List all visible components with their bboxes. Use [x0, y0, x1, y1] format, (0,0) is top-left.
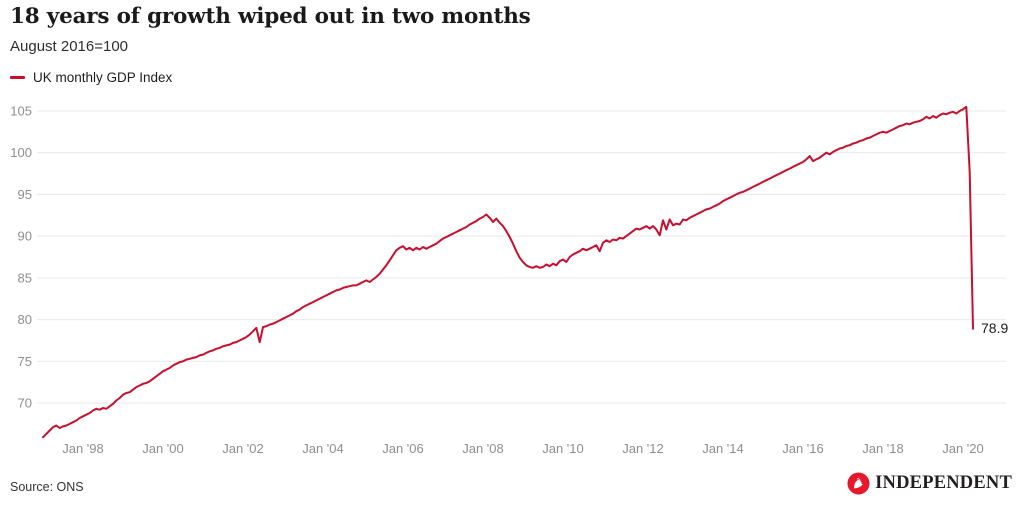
- source-note: Source: ONS: [10, 480, 84, 494]
- legend-line-swatch: [10, 76, 25, 79]
- xtick-04: Jan '04: [302, 441, 344, 456]
- xtick-18: Jan '18: [862, 441, 904, 456]
- ytick-85: 85: [18, 270, 32, 285]
- ytick-70: 70: [18, 396, 32, 411]
- xtick-00: Jan '00: [142, 441, 184, 456]
- xtick-98: Jan '98: [62, 441, 104, 456]
- legend-series-label: UK monthly GDP Index: [33, 70, 173, 85]
- ytick-75: 75: [18, 354, 32, 369]
- ytick-90: 90: [18, 229, 32, 244]
- gdp-series-line: [42, 105, 974, 439]
- xtick-10: Jan '10: [542, 441, 584, 456]
- legend: UK monthly GDP Index: [10, 70, 172, 85]
- independent-wordmark: INDEPENDENT: [875, 473, 1012, 493]
- independent-eagle-icon: [847, 472, 870, 495]
- xtick-14: Jan '14: [702, 441, 744, 456]
- chart-subtitle: August 2016=100: [10, 38, 129, 55]
- xtick-06: Jan '06: [382, 441, 424, 456]
- ytick-80: 80: [18, 312, 32, 327]
- xtick-16: Jan '16: [782, 441, 824, 456]
- chart-title: 18 years of growth wiped out in two mont…: [10, 4, 531, 29]
- independent-logo: INDEPENDENT: [847, 472, 1012, 495]
- ytick-100: 100: [10, 145, 32, 160]
- xtick-08: Jan '08: [462, 441, 504, 456]
- ytick-105: 105: [10, 104, 32, 119]
- xtick-20: Jan '20: [942, 441, 984, 456]
- xtick-12: Jan '12: [622, 441, 664, 456]
- ytick-95: 95: [18, 187, 32, 202]
- end-value-label: 78.9: [981, 320, 1008, 336]
- xtick-02: Jan '02: [222, 441, 264, 456]
